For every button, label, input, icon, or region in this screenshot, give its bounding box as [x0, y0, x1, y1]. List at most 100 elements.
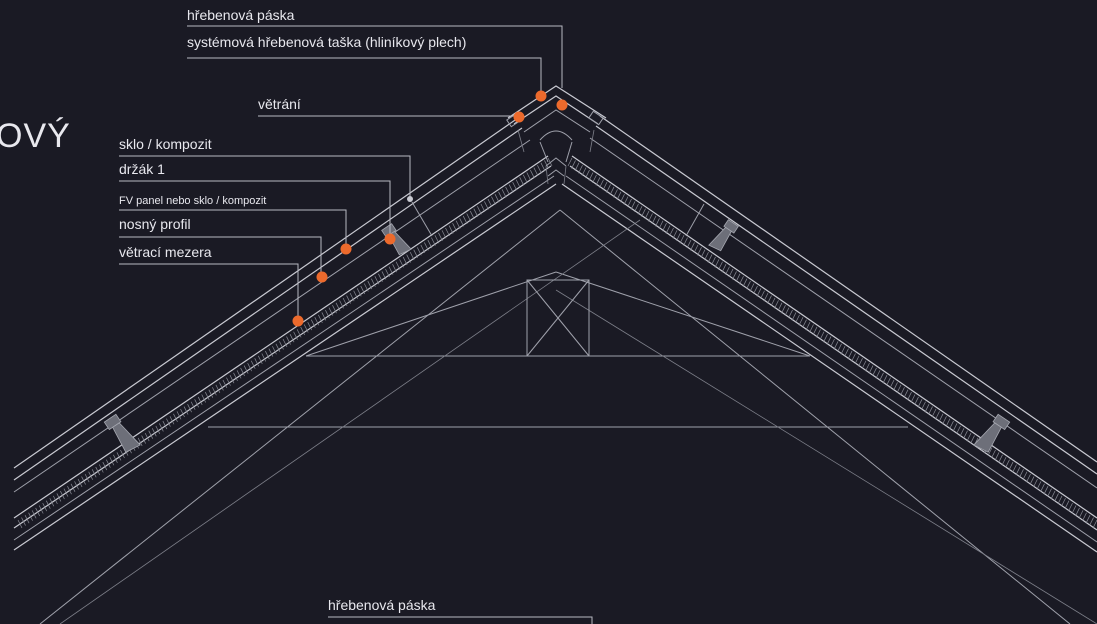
hatch-line [959, 428, 965, 437]
hatch-line [462, 215, 468, 225]
hatch-line [480, 203, 486, 213]
hatch-line [581, 167, 587, 176]
hatch-line [1061, 498, 1066, 507]
hatch-line [830, 338, 835, 348]
hatch-line [676, 232, 681, 241]
hatch-line [49, 498, 55, 507]
hatch-line [774, 300, 779, 309]
hatch-line [385, 268, 390, 278]
hatch-line [21, 517, 26, 526]
hatch-line [837, 343, 842, 352]
hatch-line [229, 375, 235, 384]
hatch-line [718, 261, 723, 270]
hatch-line [805, 321, 811, 331]
callout-holder: držák 1 [119, 161, 396, 245]
hatch-line [1082, 512, 1087, 521]
hatch-line [353, 290, 358, 299]
hatch-line [868, 365, 874, 374]
hatch-line [469, 210, 475, 220]
hatch-line [770, 297, 776, 307]
hatch-line [1043, 486, 1049, 495]
hatch-line [268, 348, 274, 357]
hatch-line [991, 449, 996, 459]
hatch-line [28, 512, 33, 521]
hatch-line [346, 295, 351, 304]
hatch-line [233, 372, 238, 381]
hatch-line [367, 280, 373, 290]
hatch-line [477, 206, 482, 215]
svg-text:sklo / kompozit: sklo / kompozit [119, 136, 212, 152]
hatch-line [903, 389, 909, 398]
hatch-line [777, 302, 783, 311]
hatch-line [1064, 500, 1070, 509]
hatch-line [816, 329, 821, 338]
hatch-line [519, 177, 525, 186]
hatch-line [501, 189, 507, 198]
hatch-line [120, 449, 125, 459]
roof-right-slope [559, 115, 1097, 624]
callout-ventilation: větrání [258, 96, 525, 123]
hatch-line [445, 227, 450, 237]
hatch-line [74, 481, 79, 490]
hatch-line [547, 157, 553, 167]
hatch-line [949, 420, 954, 430]
hatch-line [67, 486, 72, 495]
hatch-line [998, 454, 1003, 463]
hatch-line [809, 324, 814, 333]
hatch-line [151, 428, 157, 437]
hatch-line [1040, 483, 1045, 492]
hatch-line [574, 162, 580, 171]
hatch-line [861, 360, 867, 369]
hatch-line [1012, 464, 1017, 473]
hatch-line [1075, 507, 1080, 517]
hatch-line [1036, 481, 1042, 490]
hatch-line [116, 452, 122, 461]
hatch-line [854, 355, 860, 365]
hatch-line [735, 273, 741, 282]
hatch-line [282, 338, 288, 348]
hatch-line [173, 413, 178, 422]
hatch-line [714, 259, 720, 268]
hatch-line [879, 372, 884, 381]
hatch-line [931, 408, 937, 418]
hatch-line [137, 437, 143, 447]
hatch-line [637, 206, 643, 215]
hatch-line [987, 447, 993, 456]
hatch-line [431, 237, 436, 246]
hatch-line [452, 223, 457, 232]
hatch-line [711, 256, 716, 266]
hatch-line [106, 459, 111, 468]
hatch-line [795, 314, 800, 324]
hatch-line [1092, 519, 1097, 529]
hatch-line [655, 218, 660, 227]
hatch-line [212, 387, 217, 396]
hatch-line [257, 355, 263, 365]
hatch-line [872, 367, 877, 377]
marker-holder [384, 233, 396, 245]
hatch-line [812, 326, 818, 336]
hatch-line [599, 179, 604, 188]
hatch-line [970, 435, 975, 444]
hatch-line [896, 384, 902, 394]
hatch-line [763, 292, 769, 302]
hatch-line [1068, 502, 1073, 512]
hatch-line [1085, 515, 1091, 524]
hatch-line [399, 259, 404, 268]
hatch-line [994, 452, 1000, 461]
ridge-cap [506, 85, 607, 163]
hatch-line [45, 500, 51, 509]
hatch-line [742, 278, 748, 287]
hatch-line [875, 370, 881, 379]
hatch-line [166, 418, 171, 427]
hatch-line [1015, 466, 1021, 476]
hatch-line [683, 237, 688, 246]
hatch-line [318, 314, 323, 324]
hatch-line [585, 169, 590, 179]
hatch-line [732, 271, 737, 280]
hatch-line [473, 208, 479, 217]
hatch-line [784, 307, 790, 316]
hatch-line [219, 382, 224, 391]
hatch-line [17, 519, 23, 529]
hatch-line [183, 406, 189, 415]
hatch-line [395, 261, 401, 270]
